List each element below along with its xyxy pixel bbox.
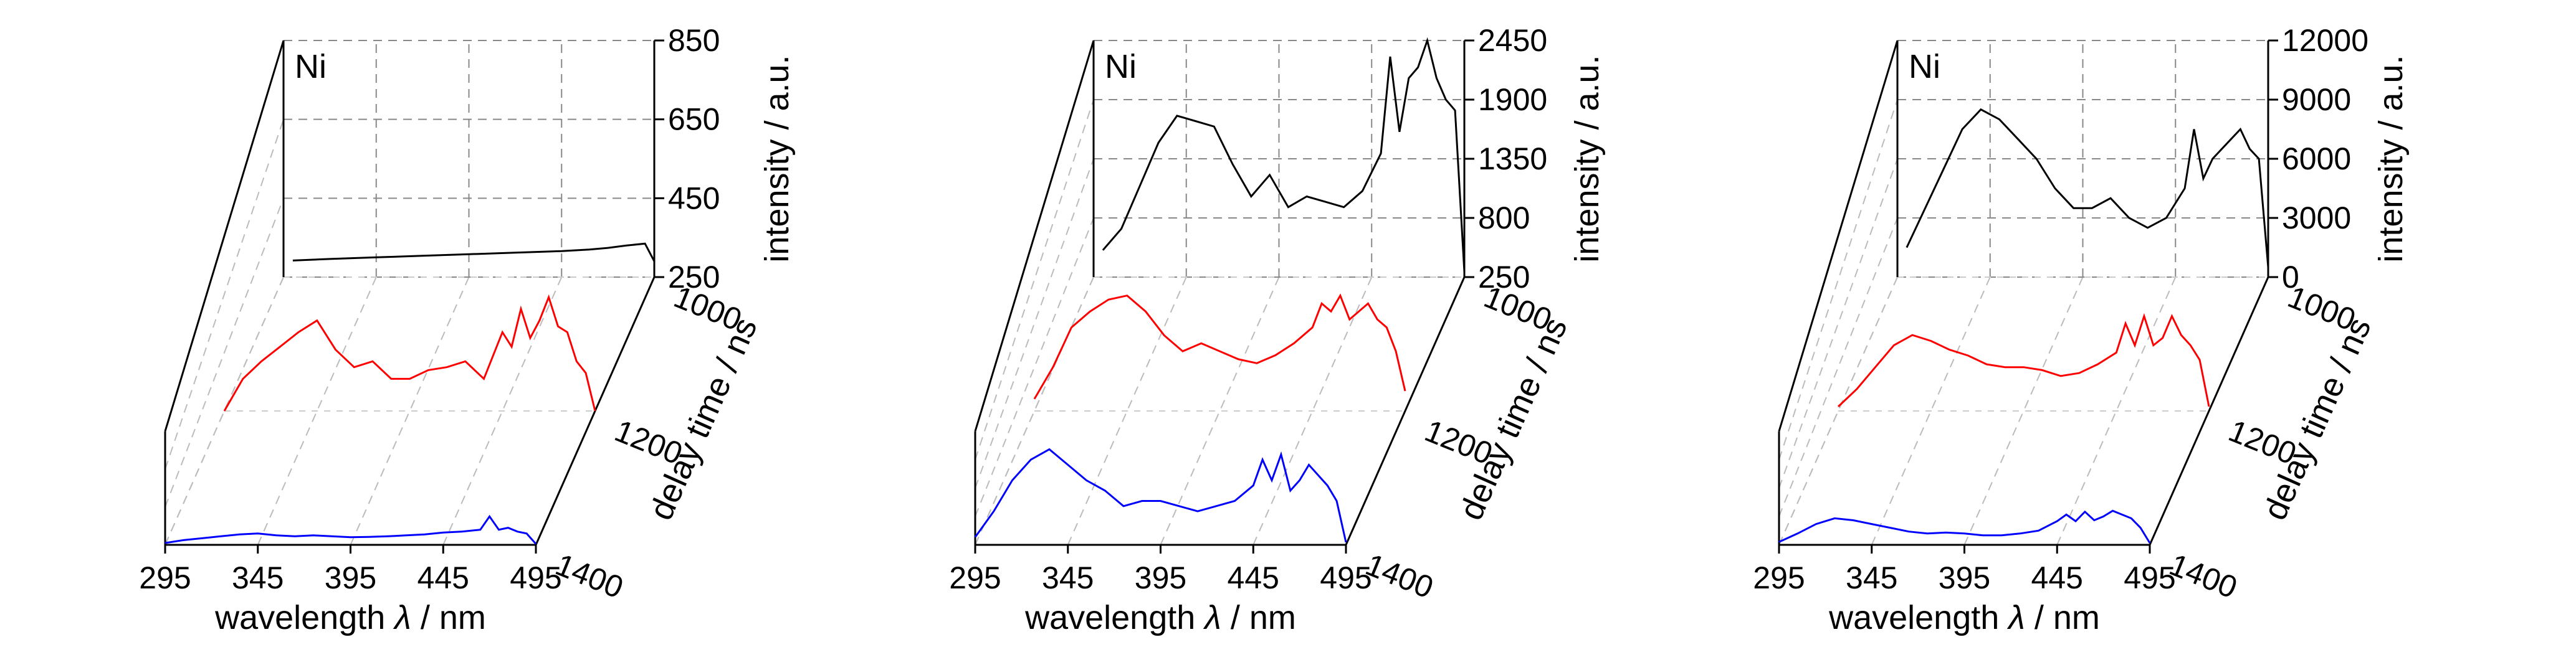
spectrum-line-1200ns — [1033, 293, 1406, 400]
z-axis-label: intensity / a.u. — [758, 55, 796, 262]
delay-tick-label: 1400 — [1361, 547, 1438, 605]
delay-tick-label: 1400 — [551, 547, 628, 605]
delay-axis-label: delay time / ns — [642, 312, 764, 525]
x-tick-label: 395 — [1939, 560, 1990, 595]
side-grid-line — [975, 158, 1094, 489]
depth-axis-line — [2149, 276, 2269, 545]
side-grid-line — [975, 276, 1094, 545]
spectrum-line-1000ns — [292, 242, 656, 262]
x-tick-label: 295 — [949, 560, 1001, 595]
floor-grid-line — [2056, 276, 2177, 545]
x-axis-label: wavelength λ / nm — [1828, 599, 2100, 636]
x-axis-label-symbol: λ — [1203, 599, 1221, 636]
element-label: Ni — [1909, 48, 1940, 85]
x-tick-label: 395 — [1135, 560, 1186, 595]
delay-tick-label: 1400 — [2165, 547, 2242, 605]
x-tick-label: 445 — [2031, 560, 2083, 595]
side-grid-line — [975, 217, 1094, 517]
z-tick-label: 250 — [668, 260, 720, 295]
x-tick-label: 395 — [325, 560, 376, 595]
x-axis-label-suffix: / nm — [1221, 599, 1296, 636]
side-grid-line — [165, 197, 284, 507]
z-tick-label: 450 — [668, 181, 720, 215]
z-axis-label: intensity / a.u. — [1568, 55, 1606, 262]
z-tick-label: 3000 — [2282, 201, 2351, 235]
side-grid-line — [165, 119, 284, 469]
x-axis-label: wavelength λ / nm — [1024, 599, 1296, 636]
floor-grid-line — [1871, 276, 1991, 545]
element-label: Ni — [1105, 48, 1137, 85]
x-axis-label-suffix: / nm — [2025, 599, 2100, 636]
side-grid-line — [975, 99, 1094, 460]
z-tick-label: 0 — [2282, 260, 2299, 295]
x-tick-label: 495 — [2124, 560, 2175, 595]
z-tick-label: 250 — [1478, 260, 1530, 295]
x-tick-label: 345 — [1846, 560, 1897, 595]
x-tick-label: 295 — [139, 560, 191, 595]
floor-grid-line — [1067, 276, 1187, 545]
left-top-edge — [974, 40, 1095, 432]
floor-grid-line — [1160, 276, 1280, 545]
floor-grid-line — [257, 276, 377, 545]
delay-axis-label: delay time / ns — [1452, 312, 1574, 525]
z-tick-label: 12000 — [2282, 23, 2368, 58]
spectrum-line-1000ns — [1906, 108, 2269, 268]
spectrum-line-1400ns — [974, 448, 1347, 543]
x-axis-label: wavelength λ / nm — [214, 599, 486, 636]
side-grid-line — [1778, 276, 1898, 545]
spectrum-line-1200ns — [223, 294, 596, 412]
z-axis-label: intensity / a.u. — [2372, 55, 2410, 262]
z-tick-label: 650 — [668, 102, 720, 137]
spectrum-line-1400ns — [1778, 509, 2151, 544]
delay-axis-label: delay time / ns — [2256, 312, 2378, 525]
x-tick-label: 345 — [232, 560, 284, 595]
side-grid-line — [1778, 158, 1898, 489]
x-axis-label-symbol: λ — [393, 599, 411, 636]
x-axis-label-suffix: / nm — [411, 599, 486, 636]
x-axis-label-prefix: wavelength — [214, 599, 394, 636]
depth-axis-line — [1345, 276, 1466, 545]
z-tick-label: 850 — [668, 23, 720, 58]
x-tick-label: 445 — [417, 560, 469, 595]
x-tick-label: 445 — [1228, 560, 1279, 595]
floor-grid-line — [442, 276, 563, 545]
x-axis-label-symbol: λ — [2006, 599, 2025, 636]
side-grid-line — [1778, 99, 1898, 460]
left-top-edge — [164, 40, 285, 432]
x-tick-label: 495 — [1320, 560, 1371, 595]
spectrum-line-1000ns — [1102, 37, 1466, 272]
x-tick-label: 295 — [1753, 560, 1805, 595]
left-top-edge — [1778, 40, 1899, 432]
side-grid-line — [1778, 217, 1898, 517]
spectrum-line-1200ns — [1837, 313, 2210, 408]
floor-grid-line — [1252, 276, 1373, 545]
x-axis-label-prefix: wavelength — [1024, 599, 1205, 636]
x-tick-label: 345 — [1042, 560, 1094, 595]
z-tick-label: 9000 — [2282, 82, 2351, 117]
floor-grid-line — [350, 276, 470, 545]
element-label: Ni — [295, 48, 327, 85]
z-tick-label: 6000 — [2282, 141, 2351, 176]
z-tick-label: 800 — [1478, 201, 1530, 235]
floor-grid-line — [1963, 276, 2084, 545]
z-tick-label: 1900 — [1478, 82, 1547, 117]
x-tick-label: 495 — [510, 560, 561, 595]
side-grid-line — [165, 276, 284, 545]
x-axis-label-prefix: wavelength — [1828, 599, 2008, 636]
spectrum-line-1400ns — [165, 514, 537, 545]
z-tick-label: 1350 — [1478, 141, 1547, 176]
z-tick-label: 2450 — [1478, 23, 1547, 58]
